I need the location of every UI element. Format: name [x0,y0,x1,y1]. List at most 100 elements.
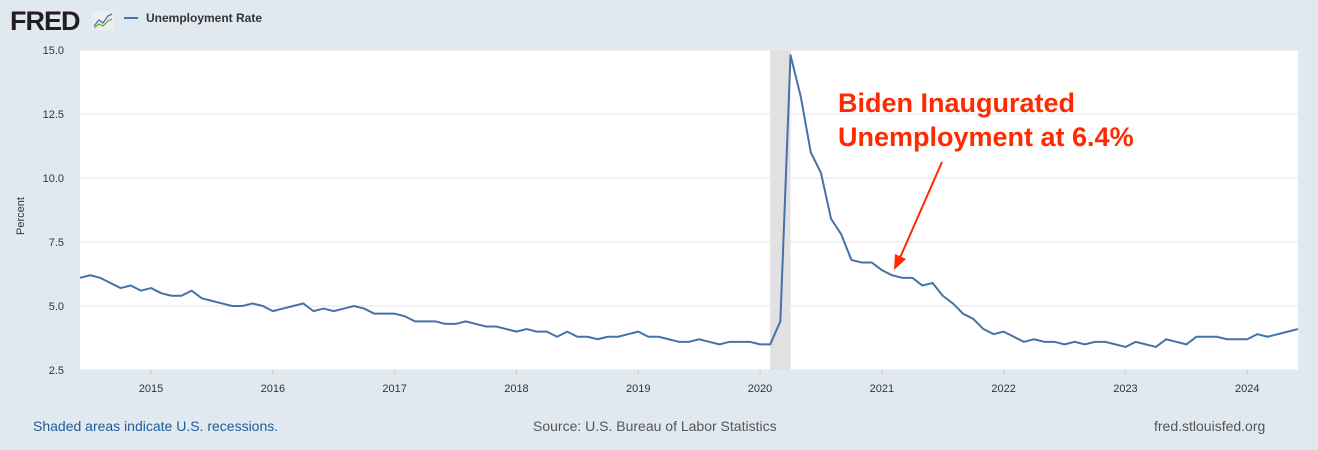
data-point [108,281,112,285]
data-point [474,322,478,326]
data-point [383,312,387,316]
data-point [849,258,853,262]
plot-area [80,50,1298,370]
data-point [789,53,793,57]
data-point [931,281,935,285]
data-point [271,309,275,313]
data-point [169,294,173,298]
data-point [220,301,224,305]
data-point [78,276,82,280]
data-point [362,307,366,311]
data-point [423,319,427,323]
data-point [809,150,813,154]
data-point [1144,342,1148,346]
data-point [1012,335,1016,339]
data-point [1276,332,1280,336]
data-point [1245,337,1249,341]
data-point [1164,337,1168,341]
data-point [657,335,661,339]
x-tick-label: 2021 [870,383,894,395]
data-point [1266,335,1270,339]
data-point [961,312,965,316]
data-point [311,309,315,313]
data-point [697,337,701,341]
x-tick-label: 2016 [261,383,285,395]
data-point [1154,345,1158,349]
data-point [1286,330,1290,334]
site-link[interactable]: fred.stlouisfed.org [1154,418,1266,434]
data-point [1174,340,1178,344]
data-point [951,301,955,305]
data-point [799,94,803,98]
data-point [514,330,518,334]
y-tick-label: 12.5 [43,109,64,121]
data-point [393,312,397,316]
legend-line-icon [124,17,138,19]
x-tick-label: 2020 [748,383,772,395]
data-point [636,330,640,334]
data-point [240,304,244,308]
data-point [758,342,762,346]
data-point [251,301,255,305]
data-point [342,307,346,311]
data-point [1002,330,1006,334]
data-point [575,335,579,339]
data-point [606,335,610,339]
data-point [230,304,234,308]
data-point [992,332,996,336]
data-point [88,273,92,277]
data-point [1052,340,1056,344]
data-point [596,337,600,341]
data-point [119,286,123,290]
x-tick-label: 2017 [382,383,406,395]
chart-logo-icon [92,11,114,30]
arrow-head-icon [894,254,906,270]
data-point [839,232,843,236]
data-point [372,312,376,316]
data-point [332,309,336,313]
data-point [504,327,508,331]
data-point [433,319,437,323]
annotation-line2: Unemployment at 6.4% [838,122,1134,152]
data-point [687,340,691,344]
data-point [545,330,549,334]
data-point [139,289,143,293]
data-point [586,335,590,339]
data-point [1042,340,1046,344]
data-point [870,260,874,264]
data-point [646,335,650,339]
data-point [484,324,488,328]
data-point [1123,345,1127,349]
data-point [707,340,711,344]
data-point [910,276,914,280]
data-point [322,307,326,311]
legend-label: Unemployment Rate [146,11,263,25]
data-point [180,294,184,298]
data-point [738,340,742,344]
data-point [261,304,265,308]
data-point [1083,342,1087,346]
x-tick-label: 2022 [991,383,1015,395]
data-point [281,307,285,311]
data-point [129,284,133,288]
chart-legend: Unemployment Rate [124,11,262,25]
x-tick-label: 2019 [626,383,650,395]
data-point [941,294,945,298]
data-point [555,335,559,339]
x-tick-label: 2024 [1235,383,1259,395]
data-point [98,276,102,280]
data-point [494,324,498,328]
data-point [443,322,447,326]
data-point [1032,337,1036,341]
data-point [1063,342,1067,346]
data-point [403,314,407,318]
data-point [1225,337,1229,341]
recession-note-link[interactable]: Shaded areas indicate U.S. recessions. [33,418,279,434]
data-point [1022,340,1026,344]
data-point [900,276,904,280]
data-point [1103,340,1107,344]
data-point [981,327,985,331]
fred-logo[interactable]: FRED [10,6,80,36]
data-point [535,330,539,334]
